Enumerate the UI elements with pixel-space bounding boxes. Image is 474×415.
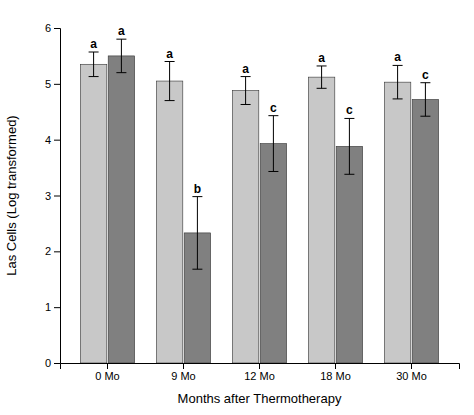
bar — [412, 99, 438, 363]
x-tick-label: 18 Mo — [320, 370, 351, 382]
x-tick: 12 Mo — [244, 363, 275, 382]
annotations: a a a a a a b c c c — [90, 24, 429, 195]
error-bar-line — [116, 39, 126, 73]
bar — [308, 77, 334, 363]
significance-label: a — [318, 51, 325, 65]
bar — [260, 144, 286, 363]
significance-label: b — [194, 182, 201, 196]
y-tick-label: 6 — [45, 22, 51, 34]
error-bar-line — [241, 77, 251, 105]
error-bar — [192, 197, 202, 270]
bar — [156, 81, 182, 363]
significance-label: a — [394, 50, 401, 64]
y-tick-mark — [54, 140, 60, 141]
x-tick: 18 Mo — [320, 363, 351, 382]
error-bar — [344, 118, 354, 174]
x-tick-label: 9 Mo — [171, 370, 195, 382]
x-tick-mark — [107, 363, 108, 369]
x-axis: 0 Mo 9 Mo 12 Mo 18 Mo 30 Mo — [61, 363, 460, 382]
error-bar — [420, 83, 430, 117]
y-tick: 5 — [45, 78, 60, 90]
y-tick-mark — [54, 307, 60, 308]
y-tick-label: 2 — [45, 245, 51, 257]
x-tick-label: 12 Mo — [244, 370, 275, 382]
error-bar — [317, 66, 327, 88]
y-tick: 3 — [45, 190, 60, 202]
y-tick-mark — [54, 363, 60, 364]
significance-label: a — [118, 24, 125, 38]
axis-line — [54, 29, 61, 364]
bar — [336, 146, 362, 363]
x-tick: 9 Mo — [171, 363, 195, 382]
y-tick: 6 — [45, 22, 60, 34]
y-tick-mark — [54, 84, 60, 85]
significance-label: c — [270, 101, 277, 115]
x-tick-mark — [259, 363, 260, 369]
error-bar — [268, 116, 278, 172]
y-tick-label: 4 — [45, 134, 51, 146]
error-bar-line — [268, 116, 278, 172]
significance-label: c — [422, 68, 429, 82]
error-bar-line — [165, 62, 175, 101]
y-tick-label: 3 — [45, 190, 51, 202]
error-bar-line — [420, 83, 430, 117]
y-tick: 2 — [45, 245, 60, 257]
y-axis: 0 1 2 3 4 5 6 — [45, 22, 61, 369]
x-axis-title: Months after Thermotherapy — [178, 391, 342, 406]
error-bar — [89, 52, 99, 77]
x-tick-label: 0 Mo — [95, 370, 119, 382]
error-bar — [165, 62, 175, 101]
y-tick: 1 — [45, 301, 60, 313]
chart: a a a a a a b c c c 0 Mo 9 Mo 12 Mo 18 Mo 30 Mo 0 1 2 3 4 5 6… — [0, 0, 474, 415]
error-bar-line — [393, 65, 403, 99]
x-tick-mark — [183, 363, 184, 369]
error-bar-line — [317, 66, 327, 88]
y-tick-label: 5 — [45, 78, 51, 90]
significance-label: a — [166, 47, 173, 61]
y-tick: 0 — [45, 357, 60, 369]
y-tick-mark — [54, 196, 60, 197]
x-tick-mark — [411, 363, 412, 369]
error-bar — [116, 39, 126, 73]
bar — [108, 56, 134, 363]
y-tick: 4 — [45, 134, 60, 146]
x-tick: 0 Mo — [95, 363, 119, 382]
x-tick: 30 Mo — [396, 363, 427, 382]
significance-label: a — [90, 37, 97, 51]
x-tick-label: 30 Mo — [396, 370, 427, 382]
significance-label: c — [346, 103, 353, 117]
plot: a a a a a a b c c c 0 Mo 9 Mo 12 Mo 18 Mo 30 Mo 0 1 2 3 4 5 6 — [45, 22, 460, 382]
error-bar-line — [344, 118, 354, 174]
significance-label: a — [242, 62, 249, 76]
y-tick-label: 1 — [45, 301, 51, 313]
marks — [80, 39, 438, 363]
bar — [384, 82, 410, 363]
error-bar-line — [89, 52, 99, 77]
y-tick-mark — [54, 28, 60, 29]
error-bar — [393, 65, 403, 99]
y-tick-label: 0 — [45, 357, 51, 369]
error-bar-line — [192, 197, 202, 270]
y-tick-mark — [54, 251, 60, 252]
axis-line — [61, 364, 460, 370]
x-tick-mark — [335, 363, 336, 369]
bar — [232, 91, 258, 363]
bar — [80, 64, 106, 363]
error-bar — [241, 77, 251, 105]
y-axis-title: Las Cells (Log transformed) — [4, 115, 19, 275]
